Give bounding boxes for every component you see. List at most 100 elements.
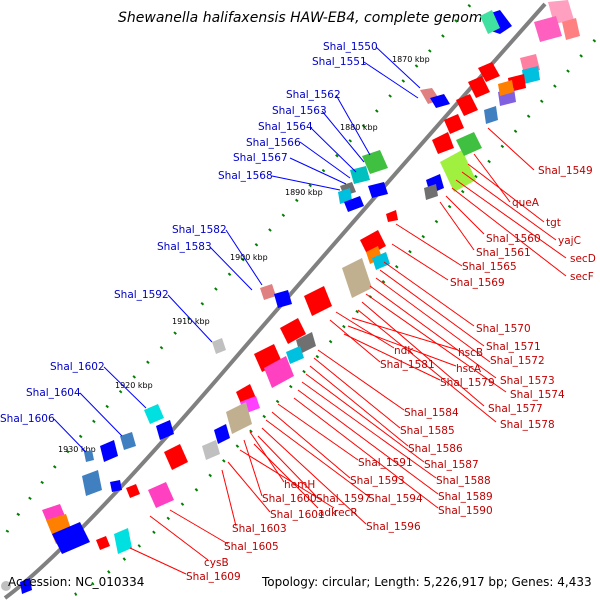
gene-label: Shal_1609	[186, 571, 241, 583]
gene-arrow	[430, 94, 450, 108]
gene-arrow	[304, 286, 332, 316]
reverse-features	[96, 0, 580, 554]
gene-arrow	[478, 62, 500, 82]
gene-label: Shal_1578	[500, 419, 555, 431]
gene-label: secF	[570, 271, 594, 283]
gene-label: hemH	[284, 479, 315, 491]
gene-label: Shal_1603	[232, 523, 287, 535]
gene-block	[484, 106, 498, 124]
kbp-tick: 1910 kbp	[172, 317, 210, 326]
gene-arrow	[280, 318, 306, 344]
gene-block	[286, 346, 304, 364]
gene-arrow	[100, 440, 118, 462]
gene-arrow	[110, 480, 122, 492]
gene-arrow	[156, 420, 174, 440]
gene-label: queA	[512, 197, 540, 209]
gene-label: Shal_1602	[50, 361, 105, 373]
gene-label: Shal_1562	[286, 89, 341, 101]
gene-label: Shal_1551	[312, 56, 367, 68]
kbp-tick: 1920 kbp	[115, 381, 153, 390]
gene-label: hscB	[458, 347, 483, 359]
gene-arrow	[126, 484, 140, 498]
gene-block	[562, 18, 580, 40]
gene-label: Shal_1567	[233, 152, 288, 164]
accession-text: Accession: NC_010334	[8, 575, 144, 589]
left-leader-lines	[53, 46, 421, 453]
gene-label: cysB	[204, 557, 229, 569]
gene-arrow	[212, 338, 226, 354]
gene-label: Shal_1570	[476, 323, 531, 335]
gene-label: Shal_1571	[486, 341, 541, 353]
gene-label: Shal_1597	[316, 493, 371, 505]
gene-label: Shal_1592	[114, 289, 169, 301]
gene-label: Shal_1581	[380, 359, 435, 371]
gene-label: Shal_1585	[400, 425, 455, 437]
gene-label: Shal_1588	[436, 475, 491, 487]
gene-label: Shal_1565	[462, 261, 517, 273]
gene-label: Shal_1584	[404, 407, 459, 419]
gene-arrow	[368, 182, 388, 198]
gene-block	[372, 252, 390, 270]
gene-block	[202, 440, 220, 460]
gene-block	[522, 66, 540, 84]
gene-arrow	[468, 76, 490, 98]
gene-block	[296, 332, 316, 354]
gene-label: Shal_1606	[0, 413, 55, 425]
gene-block	[498, 80, 514, 96]
outer-track-dots	[0, 4, 472, 549]
topology-text: Topology: circular; Length: 5,226,917 bp…	[261, 575, 592, 589]
gene-label: Shal_1587	[424, 459, 479, 471]
gene-label: Shal_1563	[272, 105, 327, 117]
gene-block	[52, 522, 90, 554]
gene-arrow	[432, 132, 454, 154]
gene-label: Shal_1589	[438, 491, 493, 503]
gene-label: Shal_1569	[450, 277, 505, 289]
gene-arrow	[338, 188, 352, 204]
gene-label: Shal_1579	[440, 377, 495, 389]
gene-block	[214, 424, 230, 444]
gene-label: yajC	[558, 235, 581, 247]
gene-arrow	[82, 470, 102, 496]
gene-arrow	[96, 536, 110, 550]
gene-label: Shal_1593	[350, 475, 405, 487]
gene-block	[456, 132, 482, 156]
gene-label: Shal_1591	[358, 457, 413, 469]
gene-arrow	[164, 444, 188, 470]
gene-label: Shal_1574	[510, 389, 565, 401]
gene-label: Shal_1600	[262, 493, 317, 505]
gene-arrow	[274, 290, 292, 308]
gene-label: adk	[318, 507, 338, 519]
gene-arrow	[344, 196, 364, 212]
gene-arrow	[362, 150, 388, 174]
gene-label: Shal_1583	[157, 241, 212, 253]
gene-label: Shal_1564	[258, 121, 313, 133]
gene-label: hscA	[456, 363, 482, 375]
gene-block	[226, 402, 252, 434]
gene-label: Shal_1560	[486, 233, 541, 245]
gene-block	[342, 258, 372, 298]
gene-label: Shal_1573	[500, 375, 555, 387]
gene-label: Shal_1586	[408, 443, 463, 455]
gene-label: Shal_1605	[224, 541, 279, 553]
gene-block	[424, 184, 438, 200]
gene-block	[148, 482, 174, 508]
gene-block	[534, 16, 562, 42]
gene-label: Shal_1572	[490, 355, 545, 367]
gene-label: secD	[570, 253, 596, 265]
gene-arrow	[20, 578, 32, 594]
gene-label: Shal_1568	[218, 170, 273, 182]
gene-arrow	[84, 450, 94, 462]
gene-arrow	[120, 432, 136, 450]
gene-label: Shal_1594	[368, 493, 423, 505]
gene-label: Shal_1590	[438, 505, 493, 517]
kbp-tick: 1880 kbp	[340, 123, 378, 132]
gene-arrow	[444, 114, 464, 134]
gene-label: recR	[334, 507, 358, 519]
gene-label: ndk	[394, 345, 414, 357]
right-leader-lines	[129, 127, 567, 575]
gene-arrow	[386, 210, 398, 222]
gene-block	[480, 10, 500, 34]
footer-icon	[1, 581, 11, 591]
gene-label: Shal_1604	[26, 387, 81, 399]
